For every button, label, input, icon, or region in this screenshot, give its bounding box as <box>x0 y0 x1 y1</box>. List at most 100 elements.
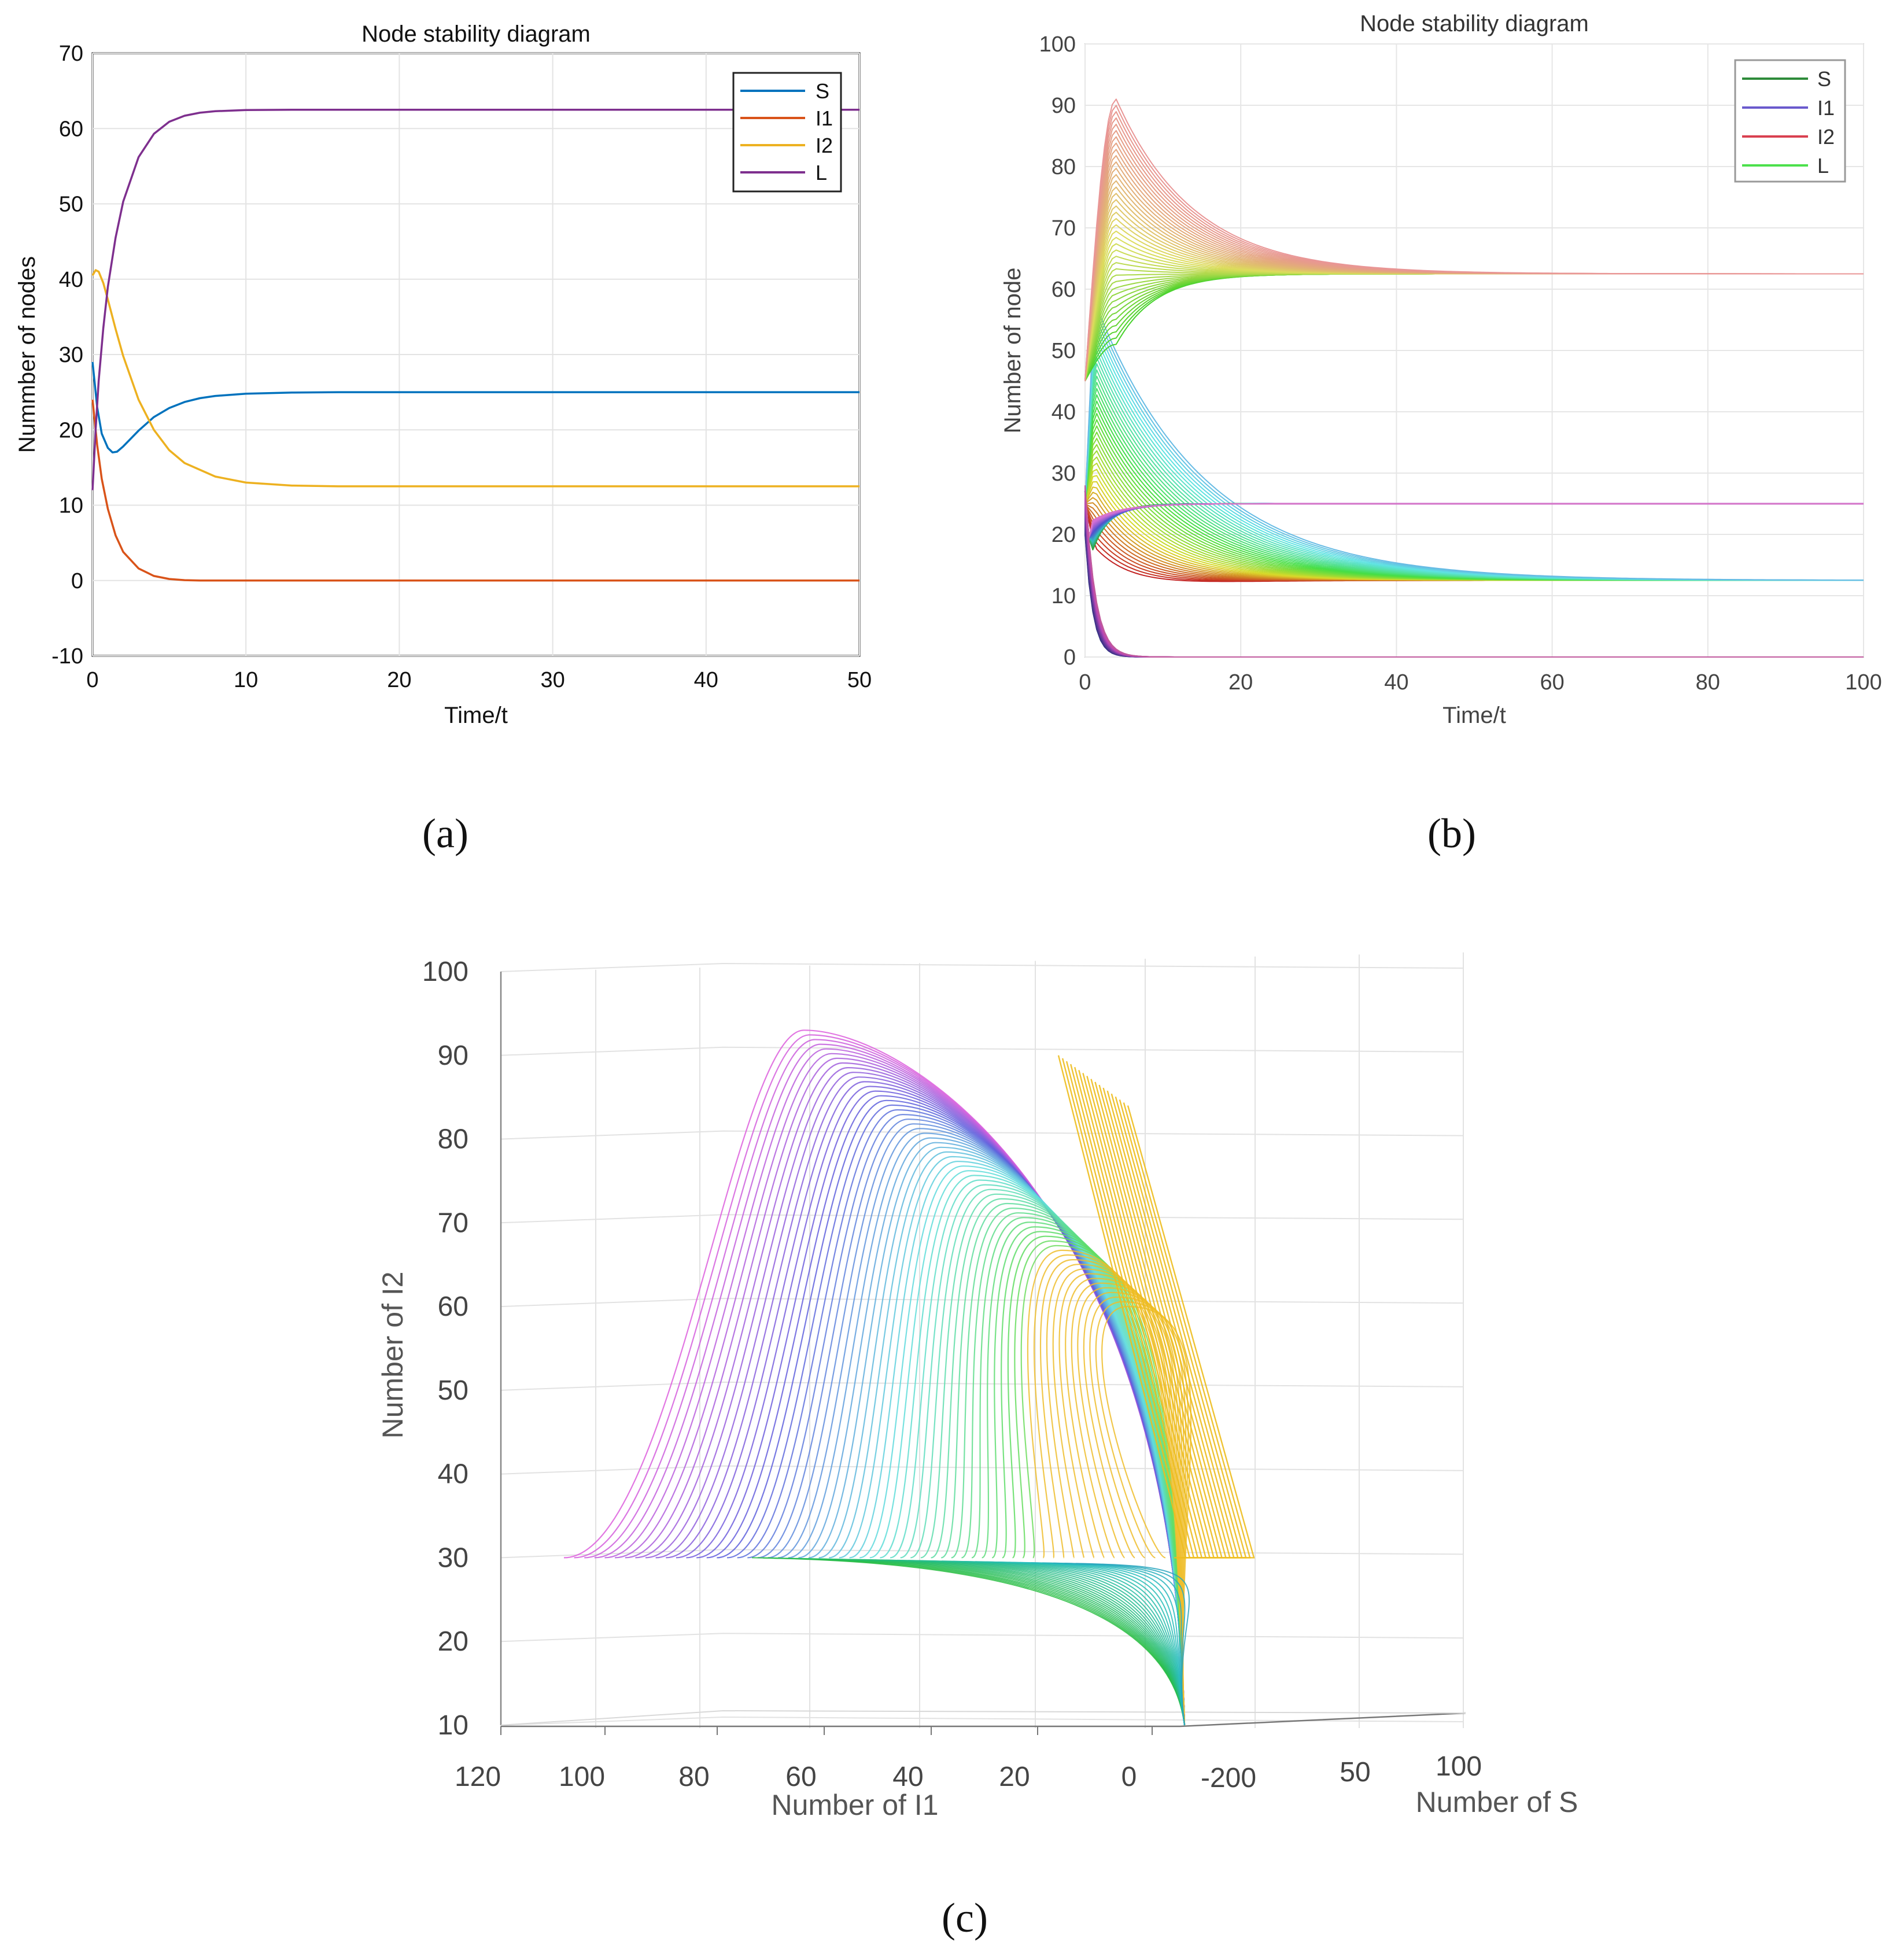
y-tick-label: 20 <box>1052 523 1076 547</box>
panel-a-xlabel: Time/t <box>444 703 508 728</box>
y-tick-label: 50 <box>59 193 83 217</box>
legend-label: L <box>1817 154 1829 178</box>
series-line-i1 <box>91 400 859 582</box>
z-tick-label: 40 <box>438 1459 468 1490</box>
trajectory-3d-yellow <box>1127 1105 1255 1559</box>
series-line-i2 <box>91 269 859 488</box>
series-line-s <box>91 361 859 454</box>
legend-label: I2 <box>1817 125 1835 149</box>
x-tick-label: 0 <box>86 668 98 692</box>
y-tick-label: 0 <box>1064 645 1076 670</box>
trajectory-i1 <box>1084 485 1864 658</box>
trajectory-3d <box>991 1226 1186 1726</box>
trajectory-3d-lower <box>1075 1563 1190 1726</box>
y-tick-label: 40 <box>59 268 83 292</box>
trajectory-3d <box>1007 1235 1186 1726</box>
panel-b-legend: S I1 I2 L <box>1734 59 1846 183</box>
y-tick-label: 30 <box>1052 462 1076 486</box>
grid-line-z <box>500 1465 1464 1475</box>
y-tick-label: 100 <box>1039 32 1076 57</box>
trajectory-3d-lower <box>807 1558 1185 1726</box>
x-tick-label: 20 <box>387 668 411 692</box>
grid-line-z <box>500 1214 1464 1224</box>
panel-c-ylabel: Number of S <box>1416 1786 1578 1818</box>
panel-c-tick-labels: 10 20 30 40 50 60 70 80 90 100 120 100 80 60 40 20 0 -200… <box>422 957 1482 1793</box>
y-tick-label: 30 <box>59 343 83 367</box>
trajectory-3d <box>625 1057 1186 1726</box>
z-tick-label: 100 <box>422 957 468 987</box>
y-tick-label: 90 <box>1052 94 1076 118</box>
x-tick-label: 20 <box>1228 670 1253 695</box>
x-tick-label: 120 <box>455 1762 501 1792</box>
trajectory-3d <box>1001 1231 1186 1726</box>
y-tick-label: 100 <box>1436 1751 1482 1782</box>
series-line-l <box>91 108 859 490</box>
y-tick-label: 40 <box>1052 400 1076 425</box>
y-tick-label: 10 <box>59 494 83 518</box>
panel-c-grid <box>500 952 1466 1728</box>
panel-a-ylabel: Nummber of nodes <box>14 256 40 453</box>
x-tick-label: 0 <box>1079 670 1091 695</box>
trajectory-3d <box>696 1090 1186 1726</box>
x-tick-label: 80 <box>678 1762 709 1792</box>
panel-b-trajectories <box>1084 98 1864 658</box>
z-tick-label: 70 <box>438 1208 468 1238</box>
z-tick-label: 80 <box>438 1124 468 1155</box>
grid-line-z <box>500 962 1464 972</box>
panel-c-label: (c) <box>942 1895 988 1941</box>
panel-a-title: Node stability diagram <box>361 21 591 47</box>
legend-label: I2 <box>816 134 833 157</box>
x-tick-label: 20 <box>999 1762 1030 1792</box>
x-tick-label: 0 <box>1121 1762 1137 1792</box>
trajectory-3d <box>1027 1249 1186 1726</box>
z-tick-label: 30 <box>438 1542 468 1573</box>
x-tick-label: 40 <box>1384 670 1408 695</box>
trajectory-l <box>1084 98 1864 382</box>
trajectory-3d <box>1058 1273 1186 1726</box>
legend-label: I1 <box>816 106 833 130</box>
z-tick-label: 20 <box>438 1626 468 1657</box>
z-tick-label: 50 <box>438 1375 468 1406</box>
y-tick-label: -10 <box>51 644 83 669</box>
panel-a-grid <box>92 53 860 656</box>
trajectory-3d <box>1077 1287 1186 1726</box>
legend-label: S <box>1817 67 1831 91</box>
legend-label: L <box>816 161 827 184</box>
z-tick-label: 90 <box>438 1040 468 1071</box>
panel-b: 0 20 40 60 80 100 0 10 20 30 40 50 60 70 80 90 100 Node … <box>1000 11 1882 857</box>
trajectory-3d <box>1071 1282 1186 1726</box>
trajectory-3d <box>920 1193 1186 1726</box>
panel-a-legend: S I1 I2 L <box>732 72 842 193</box>
trajectory-3d <box>1065 1278 1186 1726</box>
trajectory-3d <box>1014 1240 1186 1726</box>
panel-b-tick-labels: 0 20 40 60 80 100 0 10 20 30 40 50 60 70 80 90 100 <box>1039 32 1882 695</box>
x-tick-label: 80 <box>1696 670 1720 695</box>
panel-a-label: (a) <box>422 810 468 857</box>
trajectory-3d-yellow <box>1078 1069 1207 1559</box>
panel-c-zlabel: Number of I2 <box>377 1271 409 1438</box>
trajectory-3d-lower <box>818 1558 1185 1726</box>
panel-b-title: Node stability diagram <box>1360 11 1589 36</box>
grid-line-z <box>500 1298 1464 1308</box>
x-tick-label: 40 <box>694 668 718 692</box>
y-tick-label: 0 <box>71 569 83 593</box>
trajectory-3d <box>839 1156 1186 1726</box>
y-tick-label: 20 <box>59 418 83 442</box>
panel-b-grid <box>1084 43 1864 658</box>
grid-line-z <box>500 1381 1464 1391</box>
trajectory-3d <box>982 1221 1186 1726</box>
x-tick-label: 100 <box>559 1762 605 1792</box>
x-tick-label: 30 <box>540 668 565 692</box>
trajectory-3d-lower <box>751 1557 1185 1726</box>
legend-label: I1 <box>1817 96 1835 120</box>
x-tick-label: 50 <box>847 668 872 692</box>
trajectory-3d-lower <box>1031 1562 1185 1726</box>
x-tick-label: 10 <box>234 668 258 692</box>
grid-line-z <box>500 1716 1464 1726</box>
panel-a-series <box>91 108 859 582</box>
x-tick-label: 100 <box>1845 670 1881 695</box>
trajectory-s <box>1084 491 1864 538</box>
